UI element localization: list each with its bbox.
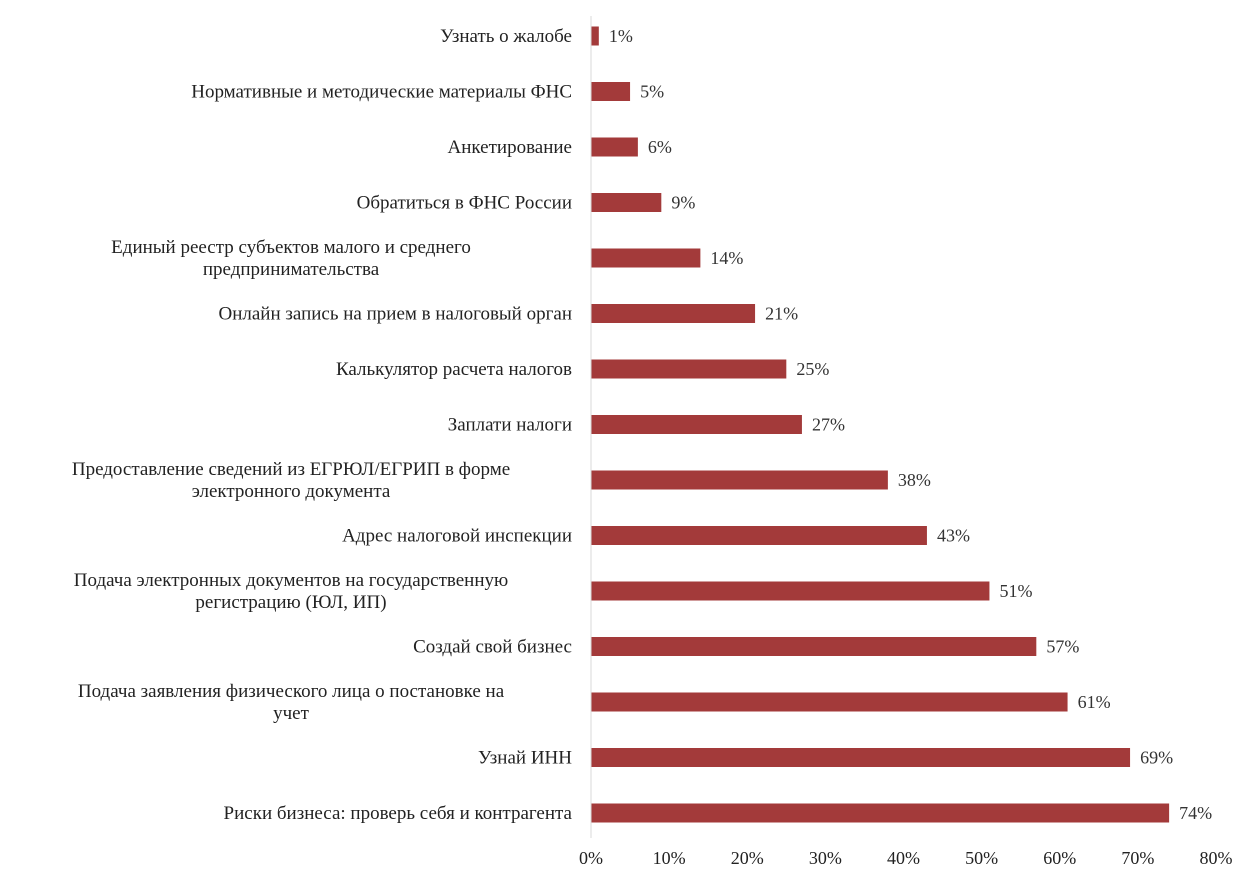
data-label: 61% — [1078, 692, 1111, 712]
x-tick-label: 60% — [1043, 848, 1076, 868]
x-axis-ticks: 0% 10% 20% 30% 40% 50% 60% 70% 80% — [579, 848, 1233, 868]
category-label-line: Подача заявления физического лица о пост… — [78, 681, 505, 702]
category-label-line: Подача электронных документов на государ… — [74, 570, 508, 591]
x-tick-label: 70% — [1121, 848, 1154, 868]
bar — [591, 82, 631, 101]
data-label: 74% — [1179, 803, 1212, 823]
data-label: 21% — [765, 304, 798, 324]
category-label: Узнать о жалобе — [440, 26, 572, 47]
bar — [591, 415, 802, 434]
category-label: Нормативные и методические материалы ФНС — [191, 82, 572, 103]
data-labels: 1% 5% 6% 9% 14% 21% 25% 27% 38% 43% 51% 57% 61% 69% 74… — [609, 26, 1212, 823]
category-label-line: предпринимательства — [203, 259, 380, 280]
category-label: Создай свой бизнес — [413, 637, 572, 658]
category-label: Подача электронных документов на государ… — [74, 570, 508, 613]
bar — [591, 526, 927, 545]
data-label: 14% — [710, 248, 743, 268]
category-label-line: Узнай ИНН — [478, 748, 572, 769]
category-label-line: Заплати налоги — [448, 415, 572, 436]
bar — [591, 248, 701, 268]
x-tick-label: 10% — [653, 848, 686, 868]
bar — [591, 193, 662, 212]
category-label: Анкетирование — [448, 137, 572, 158]
bar — [591, 304, 756, 323]
category-label: Адрес налоговой инспекции — [342, 526, 572, 547]
data-label: 69% — [1140, 748, 1173, 768]
category-label-line: Анкетирование — [448, 137, 572, 158]
category-label-line: Предоставление сведений из ЕГРЮЛ/ЕГРИП в… — [72, 459, 510, 480]
category-label-line: учет — [273, 703, 309, 724]
category-label-line: Создай свой бизнес — [413, 637, 572, 658]
category-label: Риски бизнеса: проверь себя и контрагент… — [224, 803, 573, 824]
category-label: Предоставление сведений из ЕГРЮЛ/ЕГРИП в… — [72, 459, 510, 502]
bar — [591, 803, 1170, 823]
data-label: 51% — [999, 581, 1032, 601]
data-label: 27% — [812, 415, 845, 435]
data-label: 57% — [1046, 637, 1079, 657]
bar — [591, 581, 990, 601]
category-label-line: Узнать о жалобе — [440, 26, 572, 47]
category-label-line: Калькулятор расчета налогов — [336, 359, 572, 380]
bars — [591, 26, 1170, 823]
bar — [591, 748, 1131, 767]
category-label-line: Единый реестр субъектов малого и среднег… — [111, 237, 471, 258]
bar — [591, 359, 787, 379]
x-tick-label: 30% — [809, 848, 842, 868]
data-label: 43% — [937, 526, 970, 546]
bar — [591, 26, 599, 46]
category-labels: Узнать о жалобе Нормативные и методически… — [72, 26, 573, 824]
data-label: 5% — [640, 82, 664, 102]
data-label: 25% — [796, 359, 829, 379]
bar — [591, 137, 638, 157]
category-label: Подача заявления физического лица о пост… — [78, 681, 505, 724]
data-label: 1% — [609, 26, 633, 46]
category-label: Калькулятор расчета налогов — [336, 359, 572, 380]
category-label-line: Риски бизнеса: проверь себя и контрагент… — [224, 803, 573, 824]
bar — [591, 637, 1037, 656]
x-tick-label: 0% — [579, 848, 603, 868]
category-label-line: Онлайн запись на прием в налоговый орган — [219, 304, 573, 325]
category-label-line: регистрацию (ЮЛ, ИП) — [195, 592, 386, 613]
category-label: Единый реестр субъектов малого и среднег… — [111, 237, 471, 280]
x-tick-label: 20% — [731, 848, 764, 868]
x-tick-label: 80% — [1200, 848, 1233, 868]
category-label: Онлайн запись на прием в налоговый орган — [219, 304, 573, 325]
data-label: 38% — [898, 470, 931, 490]
data-label: 9% — [671, 193, 695, 213]
category-label-line: Обратиться в ФНС России — [357, 193, 572, 214]
x-tick-label: 40% — [887, 848, 920, 868]
bar — [591, 470, 888, 490]
category-label: Обратиться в ФНС России — [357, 193, 572, 214]
category-label-line: Адрес налоговой инспекции — [342, 526, 572, 547]
data-label: 6% — [648, 137, 672, 157]
bar — [591, 692, 1068, 712]
category-label-line: Нормативные и методические материалы ФНС — [191, 82, 572, 103]
category-label: Узнай ИНН — [478, 748, 572, 769]
category-label-line: электронного документа — [192, 481, 391, 502]
category-label: Заплати налоги — [448, 415, 572, 436]
x-tick-label: 50% — [965, 848, 998, 868]
